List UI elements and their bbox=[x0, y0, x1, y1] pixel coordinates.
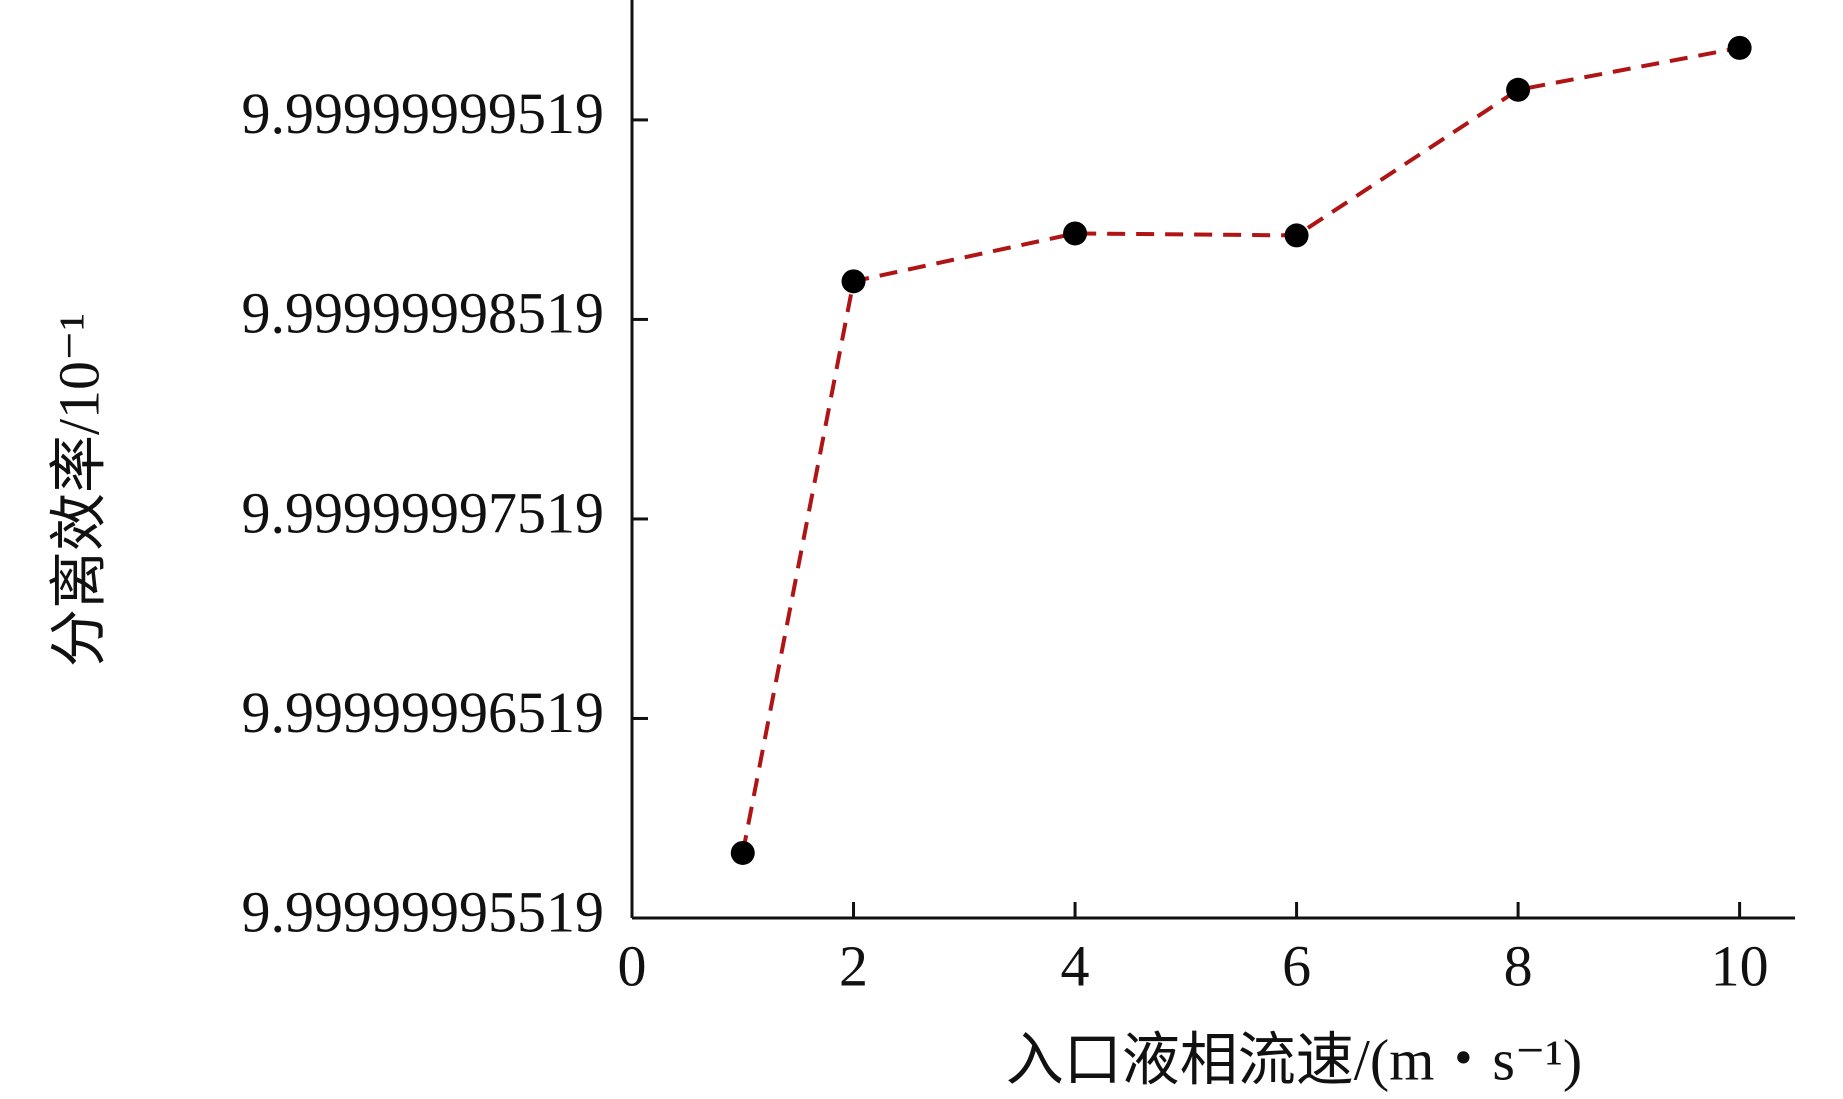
y-axis-label: 分离效率/10⁻¹ bbox=[46, 313, 111, 667]
x-axis-label: 入口液相流速/(m・s⁻¹) bbox=[1006, 1027, 1582, 1092]
data-point bbox=[1063, 221, 1088, 246]
data-line bbox=[740, 45, 1740, 854]
x-tick-label: 2 bbox=[839, 933, 868, 998]
y-tick-label: 9.99999995519 bbox=[242, 879, 605, 944]
y-tick-label: 9.99999999519 bbox=[242, 81, 605, 146]
x-tick-label: 4 bbox=[1061, 933, 1090, 998]
x-tick-label: 10 bbox=[1711, 933, 1769, 998]
y-tick-label: 9.99999996519 bbox=[242, 680, 605, 745]
y-tick-label: 9.99999997519 bbox=[242, 480, 605, 545]
data-point bbox=[1506, 77, 1531, 102]
data-point bbox=[1727, 35, 1752, 60]
data-point bbox=[1284, 223, 1309, 248]
x-tick-label: 8 bbox=[1504, 933, 1533, 998]
data-point bbox=[841, 269, 866, 294]
y-tick-label: 9.99999998519 bbox=[242, 281, 605, 346]
x-tick-label: 0 bbox=[618, 933, 647, 998]
x-tick-label: 6 bbox=[1282, 933, 1311, 998]
data-point bbox=[730, 840, 755, 865]
